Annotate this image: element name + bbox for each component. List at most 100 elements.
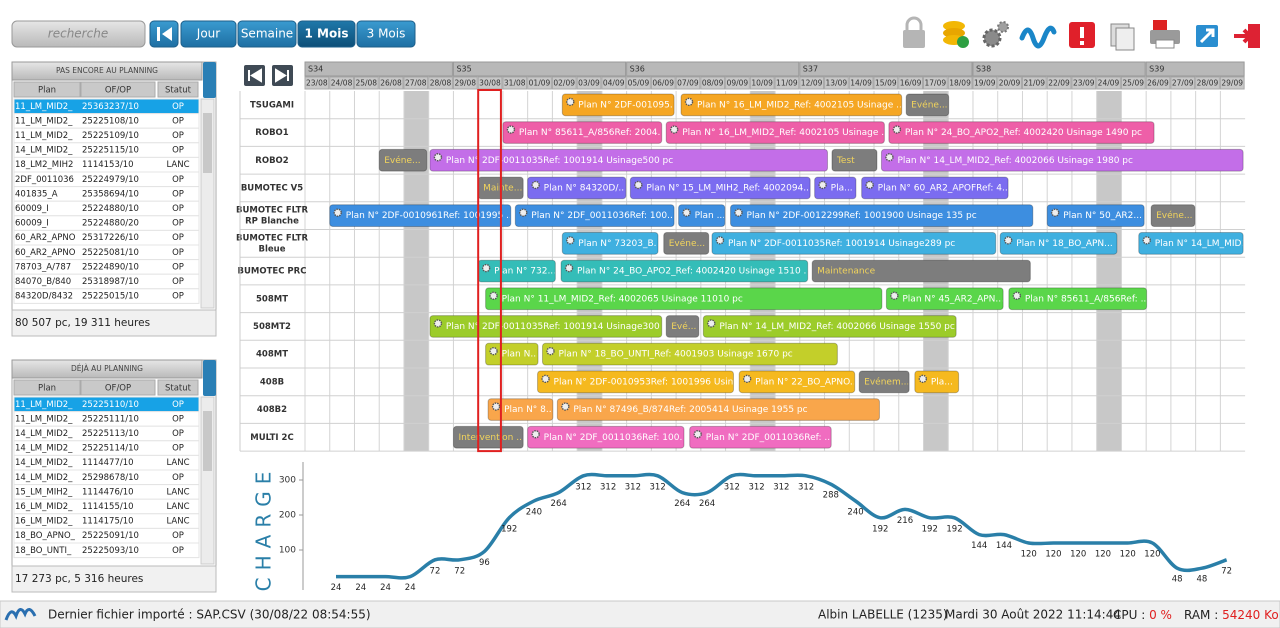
table-cell: 18_LM2_MIH2	[15, 160, 73, 170]
task-bar[interactable]	[858, 370, 910, 394]
task-bar[interactable]	[811, 259, 1031, 283]
task-bar[interactable]	[561, 232, 659, 255]
task-bar[interactable]	[663, 232, 710, 255]
value-label: 312	[724, 482, 740, 492]
task-bar[interactable]	[1046, 204, 1145, 228]
task-bar[interactable]	[711, 232, 997, 255]
task-label: Plan N° 14_LM_MID2_Ref: 4002066 Usinage …	[719, 322, 955, 332]
task-label: Evé...	[671, 321, 696, 332]
table-cell: 14_LM_MID2_	[15, 473, 73, 483]
task-bar[interactable]	[689, 425, 832, 449]
table-cell: OP	[172, 219, 184, 229]
table-cell: 25225115/10	[82, 146, 139, 156]
task-bar[interactable]	[629, 176, 811, 200]
day-label: 26/08	[380, 79, 402, 88]
task-bar[interactable]	[888, 121, 1155, 144]
task-bar[interactable]	[429, 315, 663, 338]
table-cell: 25224890/10	[82, 262, 139, 272]
task-bar[interactable]	[831, 148, 878, 172]
task-bar[interactable]	[1150, 204, 1196, 228]
gear-icon	[890, 291, 899, 300]
printer-icon[interactable]	[1153, 20, 1167, 30]
day-header	[725, 76, 750, 90]
task-bar[interactable]	[1008, 287, 1148, 311]
view-button[interactable]	[356, 20, 416, 48]
day-header	[304, 76, 330, 90]
task-bar[interactable]	[487, 398, 554, 421]
table-cell: 60_AR2_APNO	[15, 248, 76, 258]
coins-icon[interactable]	[943, 21, 965, 31]
task-bar[interactable]	[885, 287, 1004, 311]
resource-label: 408MT	[256, 350, 288, 360]
table-row[interactable]	[13, 542, 200, 559]
search-box[interactable]	[11, 20, 146, 48]
status-cpu: CPU : 0 %	[1113, 608, 1172, 622]
task-bar[interactable]	[665, 121, 885, 144]
gears-icon[interactable]	[982, 28, 1002, 48]
task-bar[interactable]	[680, 93, 903, 117]
gear-icon	[546, 346, 555, 356]
y-tick-label: 300	[279, 476, 296, 486]
task-bar[interactable]	[527, 425, 685, 449]
exit-icon[interactable]	[1248, 24, 1260, 48]
task-bar[interactable]	[738, 370, 856, 394]
task-bar[interactable]	[378, 148, 428, 172]
view-button[interactable]	[180, 20, 237, 48]
gear-icon	[1003, 236, 1013, 245]
task-bar[interactable]	[537, 370, 734, 394]
day-label: 13/09	[826, 79, 848, 88]
table-cell: 11_LM_MID2_	[15, 400, 73, 410]
panel-footer	[11, 565, 217, 593]
task-bar[interactable]	[429, 148, 828, 172]
task-bar[interactable]	[665, 315, 700, 338]
view-button[interactable]	[297, 20, 356, 48]
task-bar[interactable]	[880, 148, 1244, 172]
table-cell: OP	[172, 531, 184, 541]
task-bar[interactable]	[914, 370, 960, 394]
day-header	[824, 76, 849, 90]
table-row[interactable]	[13, 288, 200, 304]
task-label: Plan N° 2DF-0011035Ref: 1001914 Usinage5…	[446, 156, 673, 166]
gear-icon	[670, 125, 679, 134]
day-header	[1195, 76, 1220, 90]
table-cell: 25318987/10	[82, 277, 139, 287]
task-bar[interactable]	[702, 315, 957, 338]
view-button[interactable]	[237, 20, 297, 48]
table-cell: 25225091/10	[82, 531, 139, 541]
task-bar[interactable]	[485, 287, 883, 311]
table-cell: 84070_B/840	[15, 277, 71, 287]
task-bar[interactable]	[561, 93, 675, 117]
task-bar[interactable]	[542, 342, 838, 366]
task-bar[interactable]	[502, 121, 663, 144]
task-bar[interactable]	[452, 425, 524, 449]
day-label: 16/09	[900, 79, 922, 88]
task-bar[interactable]	[999, 232, 1118, 255]
value-label: 240	[847, 508, 863, 518]
lock-icon[interactable]	[903, 30, 925, 48]
task-bar[interactable]	[560, 259, 809, 283]
task-bar[interactable]	[730, 204, 1034, 228]
panel-toggle[interactable]	[203, 360, 216, 396]
panel-toggle[interactable]	[203, 62, 216, 98]
gear-icon	[433, 319, 443, 328]
task-bar[interactable]	[1138, 232, 1244, 255]
task-bar[interactable]	[329, 204, 512, 228]
task-bar[interactable]	[861, 176, 1009, 200]
chart-title: CHARGE	[252, 465, 276, 592]
task-bar[interactable]	[485, 342, 539, 366]
task-bar[interactable]	[678, 204, 726, 228]
scroll-thumb[interactable]	[203, 411, 212, 471]
day-header	[626, 76, 651, 90]
resource-label: 508MT2	[253, 322, 291, 332]
printer-icon	[1155, 39, 1175, 49]
value-label: 120	[1021, 550, 1037, 560]
scroll-thumb[interactable]	[203, 113, 212, 173]
resource-label: BUMOTEC FLTR	[236, 206, 308, 216]
task-bar[interactable]	[905, 93, 950, 117]
task-bar[interactable]	[556, 398, 880, 421]
wave-icon[interactable]	[1019, 25, 1057, 49]
day-label: 05/09	[628, 79, 650, 88]
task-bar[interactable]	[514, 204, 675, 228]
task-bar[interactable]	[527, 176, 627, 200]
table-cell: OP	[172, 233, 184, 243]
